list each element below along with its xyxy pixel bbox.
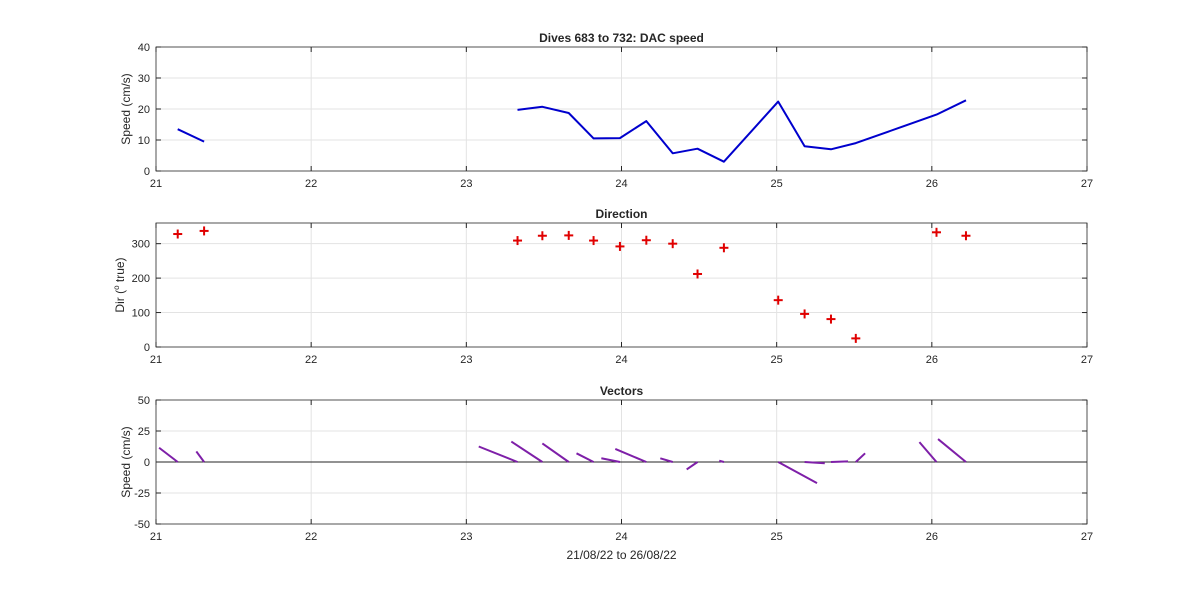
y-tick-label: -25: [134, 488, 150, 500]
x-tick-label: 24: [615, 354, 627, 366]
velocity-vector: [830, 460, 849, 463]
direction-ylabel-sup: o: [112, 285, 121, 290]
velocity-vector: [541, 442, 570, 463]
velocity-vector: [510, 440, 543, 463]
vectors-x-axis-label: 21/08/22 to 26/08/22: [566, 548, 676, 562]
velocity-vector: [718, 459, 725, 463]
direction-point: [615, 241, 625, 251]
direction-point: [693, 269, 703, 279]
velocity-vector: [660, 457, 673, 463]
y-tick-label: 30: [138, 73, 150, 85]
x-tick-label: 21: [150, 531, 162, 543]
velocity-vector: [158, 446, 179, 463]
y-tick-label: 10: [138, 135, 150, 147]
velocity-vector: [777, 461, 818, 484]
direction-y-axis-label: Dir (o true): [112, 257, 127, 312]
x-tick-label: 23: [460, 354, 472, 366]
direction-point: [173, 229, 183, 239]
speed-title: Dives 683 to 732: DAC speed: [539, 31, 704, 45]
direction-point: [199, 226, 209, 236]
velocity-vector: [937, 438, 967, 463]
x-tick-label: 24: [615, 531, 627, 543]
velocity-vector: [804, 461, 825, 465]
velocity-vector: [601, 457, 621, 463]
vectors-panel: 21 22 23 24 25 26 27 -50 -25 0 25 50 Vectors Speed …: [119, 384, 1093, 562]
vectors-y-axis-label: Speed (cm/s): [119, 426, 133, 497]
velocity-vector: [478, 445, 518, 463]
y-tick-label: 25: [138, 426, 150, 438]
velocity-vector: [918, 441, 938, 463]
speed-y-axis-label: Speed (cm/s): [119, 73, 133, 144]
direction-point: [589, 236, 599, 246]
direction-point: [513, 236, 523, 246]
direction-point: [668, 239, 678, 249]
x-tick-label: 22: [305, 354, 317, 366]
direction-point: [851, 333, 861, 343]
direction-point: [961, 231, 971, 241]
speed-ticks: 21 22 23 24 25 26 27 0 10 20 30 40: [138, 42, 1093, 190]
x-tick-label: 24: [615, 178, 627, 190]
direction-point: [800, 309, 810, 319]
speed-series: [177, 99, 967, 163]
speed-panel: 21 22 23 24 25 26 27 0 10 20 30 40 Dives 683 to 732…: [119, 31, 1093, 190]
x-tick-label: 23: [460, 531, 472, 543]
y-tick-label: 40: [138, 42, 150, 54]
vectors-series: [156, 438, 1087, 484]
x-tick-label: 27: [1081, 178, 1093, 190]
y-tick-label: 300: [132, 239, 150, 251]
y-tick-label: -50: [134, 519, 150, 531]
direction-grid: [156, 223, 1087, 347]
x-tick-label: 26: [926, 531, 938, 543]
x-tick-label: 27: [1081, 531, 1093, 543]
x-tick-label: 21: [150, 178, 162, 190]
y-tick-label: 100: [132, 308, 150, 320]
x-tick-label: 21: [150, 354, 162, 366]
direction-point: [537, 231, 547, 241]
vectors-ticks: 21 22 23 24 25 26 27 -50 -25 0 25 50: [134, 395, 1093, 543]
direction-title: Direction: [595, 207, 647, 221]
direction-point: [719, 243, 729, 253]
y-tick-label: 0: [144, 457, 150, 469]
x-tick-label: 26: [926, 354, 938, 366]
velocity-vector: [195, 450, 205, 463]
vectors-title: Vectors: [600, 384, 644, 398]
y-tick-label: 50: [138, 395, 150, 407]
velocity-vector: [855, 452, 866, 463]
direction-ticks: 21 22 23 24 25 26 27 0 100 200 300: [132, 223, 1093, 366]
velocity-vector: [576, 452, 595, 463]
direction-point: [826, 314, 836, 324]
x-tick-label: 26: [926, 178, 938, 190]
x-tick-label: 25: [771, 354, 783, 366]
y-tick-label: 20: [138, 104, 150, 116]
direction-ylabel-rest: true): [113, 257, 127, 285]
direction-point: [931, 227, 941, 237]
speed-line-segment: [517, 99, 967, 163]
speed-grid: [156, 47, 1087, 171]
direction-point: [564, 230, 574, 240]
x-tick-label: 25: [771, 531, 783, 543]
y-tick-label: 200: [132, 273, 150, 285]
direction-panel: 21 22 23 24 25 26 27 0 100 200 300 Direction Dir (…: [112, 207, 1093, 366]
speed-line-segment: [177, 128, 205, 143]
y-tick-label: 0: [144, 166, 150, 178]
velocity-vector: [614, 448, 647, 463]
x-tick-label: 25: [771, 178, 783, 190]
x-tick-label: 22: [305, 178, 317, 190]
y-tick-label: 0: [144, 342, 150, 354]
direction-point: [641, 235, 651, 245]
direction-ylabel-main: Dir (: [113, 290, 127, 313]
direction-series: [173, 226, 971, 343]
x-tick-label: 23: [460, 178, 472, 190]
x-tick-label: 22: [305, 531, 317, 543]
velocity-vector: [686, 461, 699, 471]
direction-point: [773, 295, 783, 305]
x-tick-label: 27: [1081, 354, 1093, 366]
